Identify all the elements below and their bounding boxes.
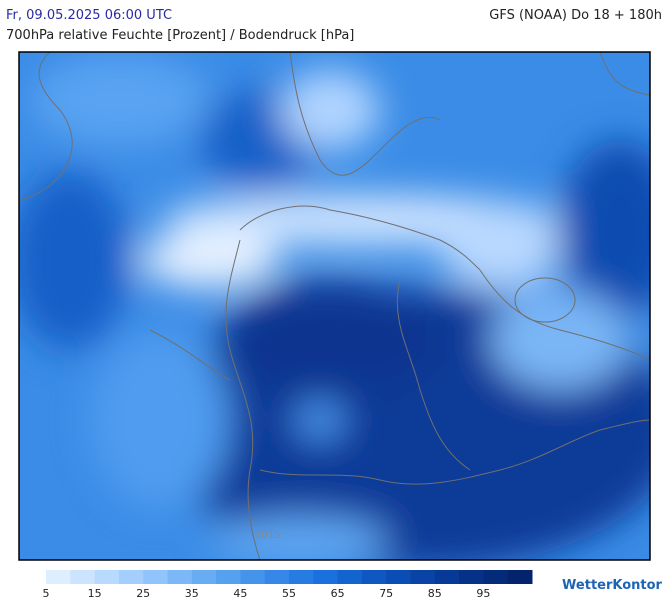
map: 1015 <box>19 52 650 560</box>
title: 700hPa relative Feuchte [Prozent] / Bode… <box>6 28 354 43</box>
legend-label: 95 <box>476 587 490 600</box>
legend-swatch <box>216 570 241 584</box>
legend-label: 15 <box>88 587 102 600</box>
legend-label: 75 <box>379 587 393 600</box>
legend-swatch <box>361 570 387 584</box>
legend-swatch <box>483 570 509 584</box>
legend: 5 15 25 35 45 55 65 75 85 95 <box>43 570 533 600</box>
legend-label: 55 <box>282 587 296 600</box>
map-frame <box>18 51 651 561</box>
legend-swatch <box>410 570 436 584</box>
legend-swatch <box>459 570 484 584</box>
legend-swatch <box>240 570 266 584</box>
legend-swatch <box>507 570 533 584</box>
legend-swatch <box>337 570 363 584</box>
legend-swatch <box>264 570 290 584</box>
datetime: Fr, 09.05.2025 06:00 UTC <box>6 8 172 23</box>
legend-swatch <box>70 570 96 584</box>
legend-swatch <box>94 570 120 584</box>
legend-label: 65 <box>331 587 345 600</box>
legend-swatch <box>289 570 314 584</box>
legend-swatch <box>386 570 411 584</box>
legend-swatch <box>46 570 71 584</box>
brand: WetterKontor <box>562 578 663 593</box>
isobar-label: 1015 <box>255 530 280 541</box>
legend-swatch <box>167 570 193 584</box>
legend-swatch <box>313 570 339 584</box>
model: GFS (NOAA) Do 18 + 180h <box>489 8 662 23</box>
legend-swatch <box>191 570 217 584</box>
legend-label: 35 <box>185 587 199 600</box>
legend-swatch <box>434 570 460 584</box>
legend-swatch <box>118 570 144 584</box>
legend-label: 25 <box>136 587 150 600</box>
legend-label: 85 <box>428 587 442 600</box>
legend-swatch <box>143 570 168 584</box>
legend-label: 5 <box>43 587 50 600</box>
legend-label: 45 <box>233 587 247 600</box>
